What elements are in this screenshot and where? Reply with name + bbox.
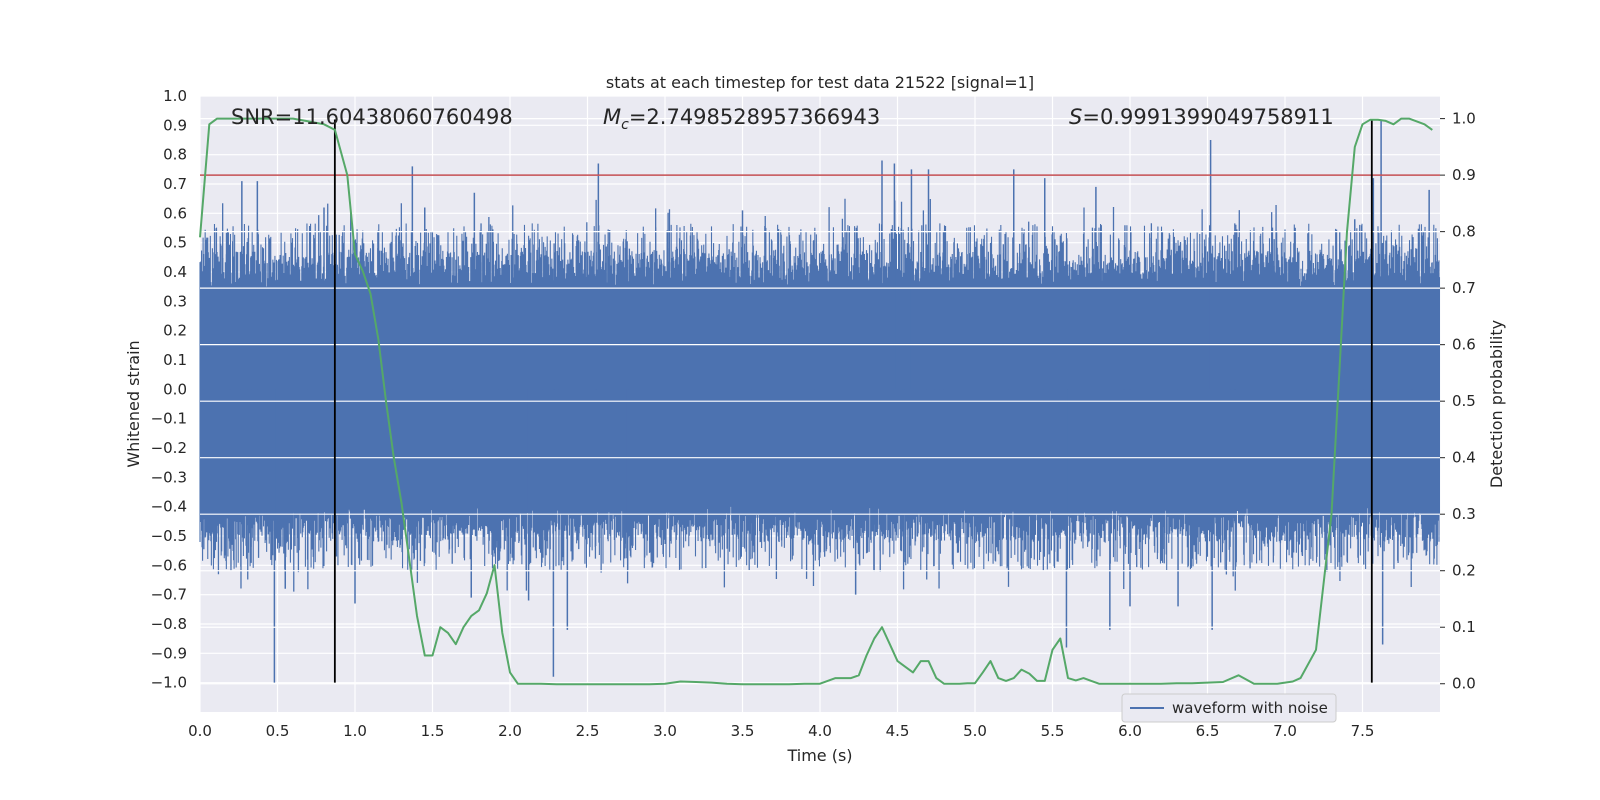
chirp-mass-value: =2.7498528957366943 bbox=[629, 105, 880, 129]
y2-tick-label: 0.4 bbox=[1452, 449, 1476, 467]
y-tick-label: 0.8 bbox=[163, 146, 187, 164]
x-ticks: 0.0 0.5 1.0 1.5 2.0 2.5 3.0 3.5 4.0 4.5 5.0 5.5 6.0 6… bbox=[188, 722, 1374, 740]
score-value: =0.9991399049758911 bbox=[1082, 105, 1333, 129]
y2-tick-label: 0.2 bbox=[1452, 562, 1476, 580]
y-tick-label: −0.2 bbox=[151, 439, 187, 457]
y-tick-label: −0.4 bbox=[151, 498, 187, 516]
y2-tick-label: 0.0 bbox=[1452, 675, 1476, 693]
y-tick-label: 1.0 bbox=[163, 87, 187, 105]
vertical-markers bbox=[333, 119, 1373, 683]
legend: waveform with noise bbox=[1121, 693, 1337, 723]
y-tick-label: 0.2 bbox=[163, 322, 187, 340]
y-tick-label: −1.0 bbox=[151, 674, 187, 692]
y2-tick-label: 0.6 bbox=[1452, 336, 1476, 354]
chart-title: stats at each timestep for test data 215… bbox=[606, 73, 1034, 92]
y-tick-label: 0.9 bbox=[163, 116, 187, 134]
y-axis-label: Whitened strain bbox=[124, 340, 143, 467]
legend-label: waveform with noise bbox=[1172, 699, 1328, 717]
y-tick-label: −0.6 bbox=[151, 556, 187, 574]
y-tick-label: −0.5 bbox=[151, 527, 187, 545]
x-tick-label: 1.5 bbox=[421, 722, 445, 740]
y2-axis-label: Detection probability bbox=[1487, 320, 1506, 488]
x-tick-label: 4.0 bbox=[808, 722, 832, 740]
y-ticks: 1.0 0.9 0.8 0.7 0.6 0.5 0.4 0.3 0.2 0.1 0.0 −0.1 −0.… bbox=[151, 87, 187, 692]
waveform-series bbox=[199, 119, 1441, 683]
y-tick-label: 0.4 bbox=[163, 263, 187, 281]
y2-tick-label: 0.8 bbox=[1452, 223, 1476, 241]
y-tick-label: 0.5 bbox=[163, 234, 187, 252]
y2-tick-label: 0.5 bbox=[1452, 392, 1476, 410]
y-tick-label: 0.3 bbox=[163, 292, 187, 310]
x-tick-label: 6.0 bbox=[1118, 722, 1142, 740]
y-tick-label: −0.7 bbox=[151, 586, 187, 604]
y-tick-label: 0.0 bbox=[163, 380, 187, 398]
y2-tick-label: 0.3 bbox=[1452, 505, 1476, 523]
y-tick-label: −0.9 bbox=[151, 644, 187, 662]
y2-ticks: 1.0 0.9 0.8 0.7 0.6 0.5 0.4 0.3 0.2 0.1 0.0 bbox=[1440, 110, 1476, 693]
x-tick-label: 0.5 bbox=[266, 722, 290, 740]
x-tick-label: 7.0 bbox=[1273, 722, 1297, 740]
y-tick-label: 0.6 bbox=[163, 204, 187, 222]
score-symbol: S bbox=[1069, 105, 1082, 129]
probability-line bbox=[199, 117, 1433, 686]
y-tick-label: −0.8 bbox=[151, 615, 187, 633]
probability-series bbox=[199, 117, 1433, 686]
x-tick-label: 4.5 bbox=[886, 722, 910, 740]
x-axis-label: Time (s) bbox=[786, 746, 852, 765]
chirp-mass-annotation: Mc=2.7498528957366943 bbox=[603, 105, 880, 133]
y2-tick-label: 0.7 bbox=[1452, 279, 1476, 297]
y2-tick-label: 0.9 bbox=[1452, 166, 1476, 184]
score-annotation: S=0.9991399049758911 bbox=[1069, 105, 1334, 129]
y-tick-label: −0.3 bbox=[151, 468, 187, 486]
x-tick-label: 2.0 bbox=[498, 722, 522, 740]
x-tick-label: 3.5 bbox=[731, 722, 755, 740]
x-tick-label: 0.0 bbox=[188, 722, 212, 740]
chirp-mass-symbol: M bbox=[603, 105, 621, 129]
y2-tick-label: 1.0 bbox=[1452, 110, 1476, 128]
y-tick-label: 0.7 bbox=[163, 175, 187, 193]
x-tick-label: 5.5 bbox=[1041, 722, 1065, 740]
x-tick-label: 1.0 bbox=[343, 722, 367, 740]
x-tick-label: 5.0 bbox=[963, 722, 987, 740]
snr-annotation: SNR=11.60438060760498 bbox=[231, 105, 513, 129]
y-tick-label: −0.1 bbox=[151, 410, 187, 428]
y-tick-label: 0.1 bbox=[163, 351, 187, 369]
x-tick-label: 2.5 bbox=[576, 722, 600, 740]
x-tick-label: 6.5 bbox=[1196, 722, 1220, 740]
chirp-mass-subscript: c bbox=[621, 117, 629, 133]
y2-tick-label: 0.1 bbox=[1452, 618, 1476, 636]
x-tick-label: 7.5 bbox=[1351, 722, 1375, 740]
x-tick-label: 3.0 bbox=[653, 722, 677, 740]
legend-box bbox=[1121, 693, 1337, 723]
